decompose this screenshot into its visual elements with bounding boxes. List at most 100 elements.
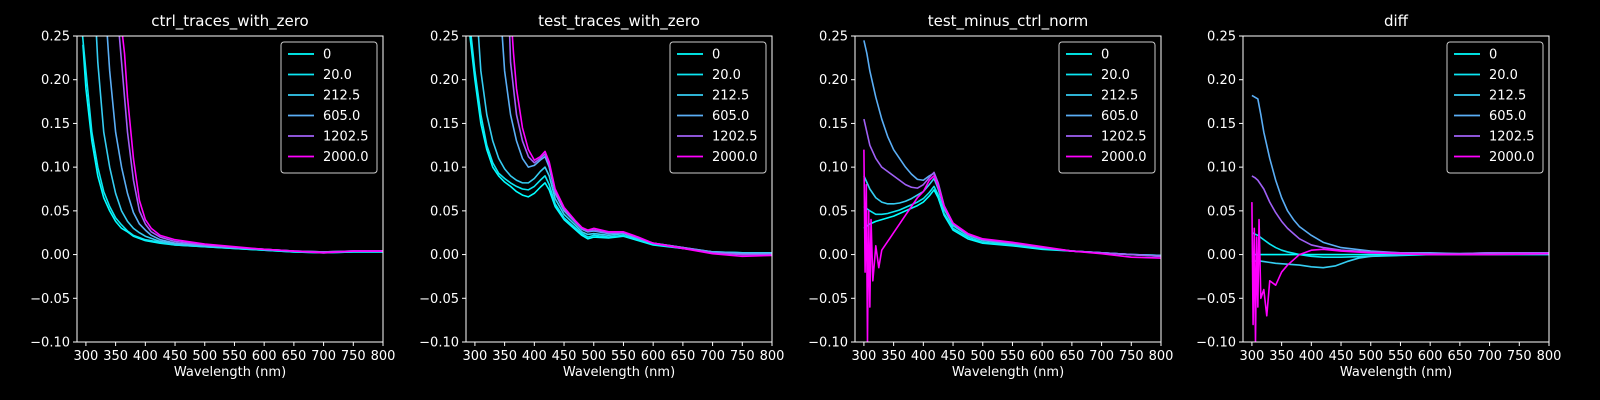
series-line-2000-0 <box>511 36 772 258</box>
chart-panel-3: 300 350 400 450 500 550 600 650 700 750 800 −0.10 −0… <box>1196 12 1561 380</box>
y-tick-label: 0.15 <box>819 117 848 132</box>
legend-label: 20.0 <box>712 68 741 83</box>
chart-panel-0: 300 350 400 450 500 550 600 650 700 750 800 −0.10 −0… <box>30 12 395 380</box>
x-tick-label: 300 <box>1239 349 1264 364</box>
x-axis-label: Wavelength (nm) <box>563 365 675 380</box>
x-tick-label: 350 <box>881 349 906 364</box>
x-tick-label: 600 <box>641 349 666 364</box>
legend-label: 0 <box>1101 48 1109 63</box>
legend-label: 0 <box>1489 48 1497 63</box>
series-group <box>469 36 772 258</box>
legend-label: 2000.0 <box>712 150 758 165</box>
x-tick-label: 550 <box>1388 349 1413 364</box>
y-tick-label: 0.20 <box>1207 73 1236 88</box>
x-tick-label: 500 <box>970 349 995 364</box>
x-tick-label: 800 <box>1149 349 1174 364</box>
series-line-20-0 <box>81 36 383 254</box>
y-tick-label: 0.20 <box>430 73 459 88</box>
y-tick-label: −0.05 <box>808 292 848 307</box>
x-tick-label: 350 <box>492 349 517 364</box>
legend-label: 605.0 <box>1101 109 1138 124</box>
x-tick-label: 600 <box>252 349 277 364</box>
x-tick-label: 650 <box>1447 349 1472 364</box>
legend-label: 1202.5 <box>1101 130 1147 145</box>
y-tick-label: 0.00 <box>819 248 848 263</box>
x-tick-label: 450 <box>941 349 966 364</box>
x-tick-label: 800 <box>371 349 396 364</box>
series-line-2000-0 <box>863 149 1161 342</box>
plot-frame <box>76 35 384 343</box>
chart-title: diff <box>1384 12 1409 30</box>
x-tick-label: 500 <box>192 349 217 364</box>
y-tick-label: 0.10 <box>430 161 459 176</box>
legend-label: 1202.5 <box>1489 130 1535 145</box>
y-tick-label: −0.10 <box>1196 336 1236 351</box>
y-tick-label: −0.05 <box>30 292 70 307</box>
series-group <box>1251 94 1549 342</box>
legend-label: 605.0 <box>712 109 749 124</box>
legend-label: 212.5 <box>1489 89 1526 104</box>
x-axis-label: Wavelength (nm) <box>952 365 1064 380</box>
legend-label: 20.0 <box>1489 68 1518 83</box>
y-tick-label: 0.05 <box>819 204 848 219</box>
y-tick-label: 0.05 <box>430 204 459 219</box>
plot-frame <box>854 35 1162 343</box>
y-tick-label: 0.25 <box>1207 30 1236 45</box>
y-tick-label: 0.15 <box>1207 117 1236 132</box>
legend-label: 2000.0 <box>323 150 369 165</box>
x-tick-label: 400 <box>1299 349 1324 364</box>
x-tick-label: 700 <box>1477 349 1502 364</box>
y-tick-label: 0.10 <box>1207 161 1236 176</box>
x-tick-label: 350 <box>1269 349 1294 364</box>
chart-panel-2: 300 350 400 450 500 550 600 650 700 750 800 −0.10 −0… <box>808 12 1173 380</box>
y-tick-label: −0.10 <box>30 336 70 351</box>
chart-title: test_minus_ctrl_norm <box>928 12 1089 31</box>
y-tick-label: −0.10 <box>419 336 459 351</box>
legend: 0 20.0 212.5 605.0 1202.5 2000.0 <box>1058 41 1156 174</box>
series-line-1202-5 <box>863 118 1161 258</box>
y-tick-label: −0.05 <box>1196 292 1236 307</box>
legend-label: 20.0 <box>323 68 352 83</box>
series-line-1202-5 <box>1251 175 1549 255</box>
x-tick-label: 700 <box>311 349 336 364</box>
x-tick-label: 450 <box>552 349 577 364</box>
chart-panel-1: 300 350 400 450 500 550 600 650 700 750 800 −0.10 −0… <box>419 12 784 380</box>
legend-label: 20.0 <box>1101 68 1130 83</box>
legend-label: 0 <box>712 48 720 63</box>
series-line-2000-0 <box>121 36 383 254</box>
y-tick-label: 0.25 <box>819 30 848 45</box>
x-tick-label: 750 <box>1507 349 1532 364</box>
x-tick-label: 750 <box>1119 349 1144 364</box>
legend-label: 212.5 <box>323 89 360 104</box>
y-tick-label: −0.10 <box>808 336 848 351</box>
x-tick-label: 400 <box>522 349 547 364</box>
x-axis-label: Wavelength (nm) <box>1340 365 1452 380</box>
x-tick-label: 550 <box>222 349 247 364</box>
legend-label: 1202.5 <box>712 130 758 145</box>
x-tick-label: 300 <box>73 349 98 364</box>
x-tick-label: 800 <box>760 349 785 364</box>
x-tick-label: 450 <box>163 349 188 364</box>
y-tick-label: 0.00 <box>41 248 70 263</box>
x-tick-label: 400 <box>911 349 936 364</box>
legend-label: 212.5 <box>712 89 749 104</box>
legend-label: 2000.0 <box>1101 150 1147 165</box>
x-tick-label: 350 <box>103 349 128 364</box>
x-tick-label: 650 <box>1059 349 1084 364</box>
y-tick-label: 0.20 <box>41 73 70 88</box>
y-tick-label: 0.05 <box>1207 204 1236 219</box>
x-tick-label: 500 <box>1358 349 1383 364</box>
legend-label: 605.0 <box>323 109 360 124</box>
series-line-20-0 <box>470 36 772 254</box>
y-tick-label: 0.10 <box>41 161 70 176</box>
legend-label: 1202.5 <box>323 130 369 145</box>
series-line-0 <box>469 36 772 254</box>
y-tick-label: 0.00 <box>1207 248 1236 263</box>
series-group <box>81 36 383 254</box>
x-tick-label: 550 <box>1000 349 1025 364</box>
y-tick-label: 0.05 <box>41 204 70 219</box>
y-tick-label: −0.05 <box>419 292 459 307</box>
x-tick-label: 650 <box>670 349 695 364</box>
